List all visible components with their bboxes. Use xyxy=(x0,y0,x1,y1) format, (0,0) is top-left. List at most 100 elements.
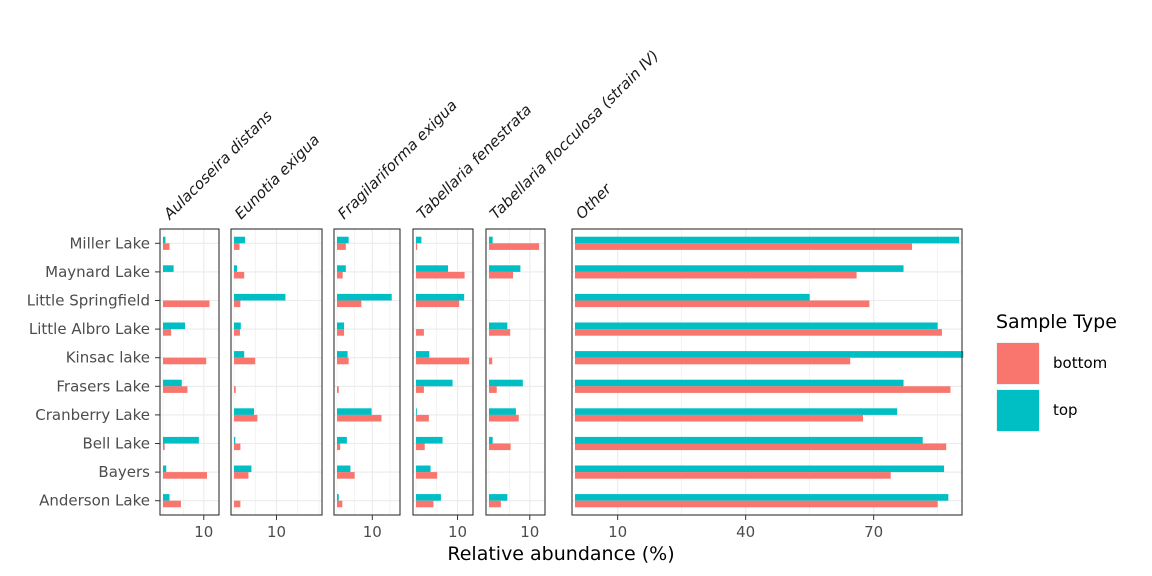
y-tick-label: Little Springfield xyxy=(27,292,150,310)
bar-bottom xyxy=(234,500,241,508)
y-tick-label: Bell Lake xyxy=(82,435,150,453)
facet-label: Other xyxy=(572,179,615,222)
bar-bottom xyxy=(337,357,349,365)
bar-bottom xyxy=(575,472,891,479)
bar-top xyxy=(489,322,508,330)
bar-bottom xyxy=(416,386,424,393)
bar-bottom xyxy=(489,443,511,451)
bar-bottom xyxy=(489,357,493,365)
x-tick-label: 70 xyxy=(864,523,883,541)
y-tick-label: Frasers Lake xyxy=(56,377,150,395)
bar-bottom xyxy=(416,472,438,479)
bar-bottom xyxy=(575,500,938,508)
bar-top xyxy=(337,322,345,330)
panel-background xyxy=(160,229,219,515)
panel-border xyxy=(571,228,963,516)
bar-bottom xyxy=(234,443,241,451)
bar-bottom xyxy=(575,300,870,308)
bar-bottom xyxy=(234,300,241,308)
bar-bottom xyxy=(163,472,208,479)
panel-border xyxy=(412,228,474,516)
bar-bottom xyxy=(337,472,355,479)
bar-top xyxy=(416,265,448,272)
x-axis-title: Relative abundance (%) xyxy=(447,543,674,565)
bar-bottom xyxy=(489,414,519,422)
bar-top xyxy=(575,236,959,244)
x-tick-label: 40 xyxy=(736,523,755,541)
bar-top xyxy=(234,236,246,244)
bar-bottom xyxy=(416,243,418,250)
y-tick-label: Maynard Lake xyxy=(45,263,150,281)
bar-top xyxy=(575,465,945,473)
bar-bottom xyxy=(234,243,240,250)
bar-top xyxy=(575,408,898,415)
bar-bottom xyxy=(337,414,382,422)
y-tick-label: Cranberry Lake xyxy=(35,406,150,424)
bar-top xyxy=(163,465,167,473)
x-tick-label: 10 xyxy=(363,523,382,541)
bar-top xyxy=(337,351,348,358)
bar-top xyxy=(163,436,199,444)
bar-top xyxy=(337,465,351,473)
bar-bottom xyxy=(416,300,460,308)
bar-top xyxy=(416,379,453,387)
bar-top xyxy=(416,465,431,473)
y-tick-label: Bayers xyxy=(98,463,150,481)
bar-bottom xyxy=(234,357,256,365)
bar-top xyxy=(234,293,286,301)
panel-border xyxy=(333,228,401,516)
bar-bottom xyxy=(489,271,514,279)
bar-top xyxy=(575,379,904,387)
bar-bottom xyxy=(575,271,857,279)
bar-bottom xyxy=(163,500,181,508)
bar-top xyxy=(489,236,493,244)
x-tick-label: 10 xyxy=(448,523,467,541)
bar-bottom xyxy=(163,300,210,308)
bar-top xyxy=(416,351,430,358)
bar-top xyxy=(234,351,245,358)
bar-top xyxy=(234,436,236,444)
bar-top xyxy=(234,265,237,272)
bar-bottom xyxy=(489,500,501,508)
bar-bottom xyxy=(416,500,434,508)
bar-bottom xyxy=(416,329,424,336)
bar-top xyxy=(489,494,508,501)
bar-top xyxy=(337,408,372,415)
legend-key-top xyxy=(997,390,1039,431)
bar-top xyxy=(234,408,254,415)
bar-top xyxy=(489,379,523,387)
facet-panel: 10 40 70 Other xyxy=(571,179,964,541)
bar-top xyxy=(337,265,346,272)
bar-top xyxy=(575,265,904,272)
bar-bottom xyxy=(163,357,207,365)
bar-top xyxy=(489,436,493,444)
bar-bottom xyxy=(575,443,947,451)
panel-border xyxy=(159,228,220,516)
y-tick-label: Anderson Lake xyxy=(39,492,150,510)
bar-top xyxy=(489,265,521,272)
bar-bottom xyxy=(337,271,343,279)
bar-bottom xyxy=(337,300,362,308)
bar-bottom xyxy=(575,414,863,422)
bar-top xyxy=(416,436,443,444)
bar-top xyxy=(234,322,241,330)
bar-top xyxy=(163,265,174,272)
bar-top xyxy=(163,236,166,244)
bar-top xyxy=(416,236,422,244)
bar-top xyxy=(337,436,347,444)
bar-bottom xyxy=(163,329,172,336)
panel-border xyxy=(485,228,546,516)
bar-bottom xyxy=(575,243,913,250)
bar-bottom xyxy=(337,500,343,508)
bar-bottom xyxy=(337,443,341,451)
bar-top xyxy=(163,379,182,387)
bar-top xyxy=(337,494,339,501)
bar-top xyxy=(575,293,810,301)
bar-top xyxy=(234,465,252,473)
bar-bottom xyxy=(234,472,249,479)
bar-bottom xyxy=(163,443,165,451)
bar-top xyxy=(337,293,392,301)
bar-bottom xyxy=(575,329,942,336)
